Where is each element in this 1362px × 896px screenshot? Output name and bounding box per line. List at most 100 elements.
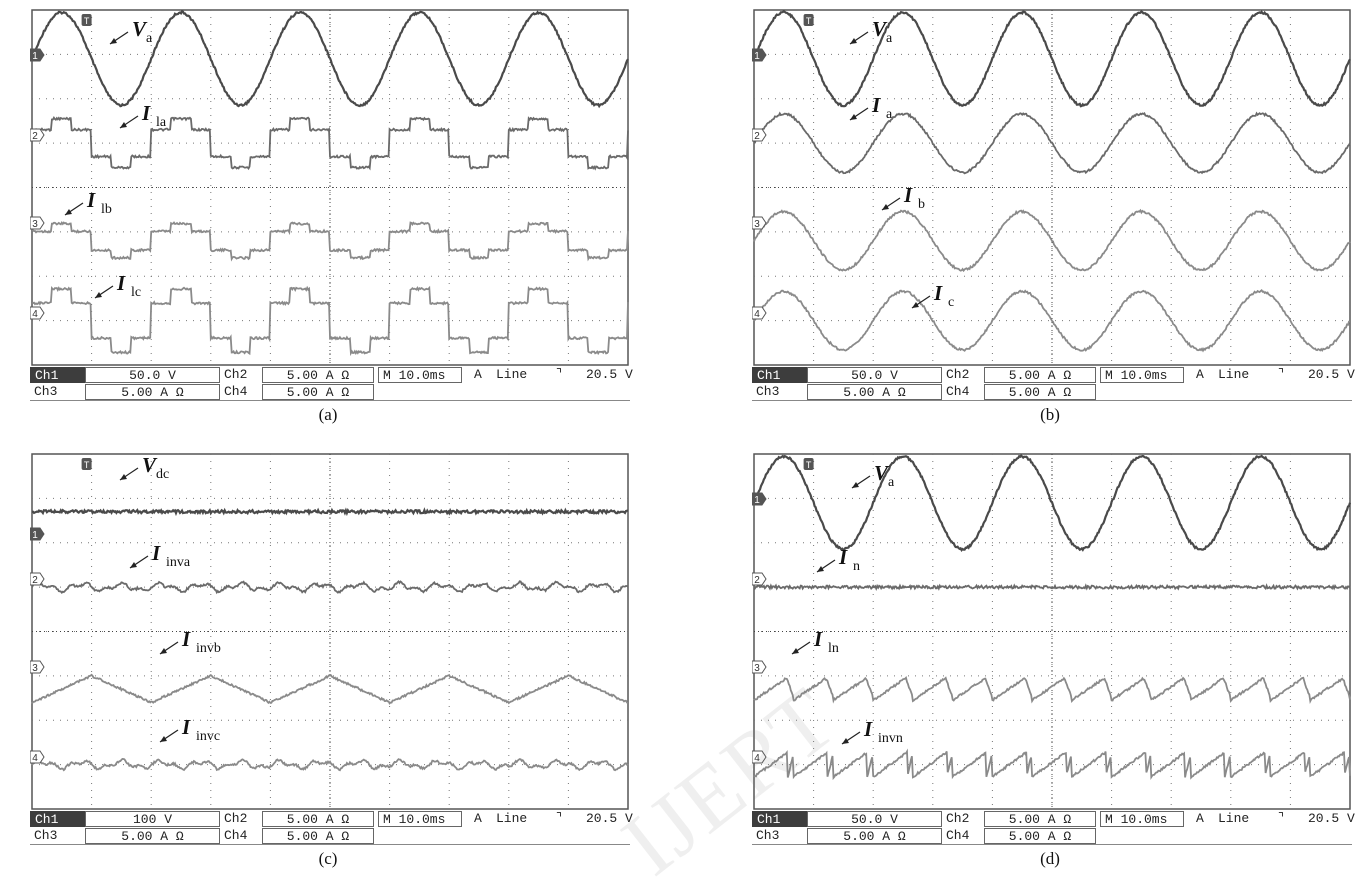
label-arrowhead	[882, 204, 889, 210]
label-symbol: I	[903, 183, 913, 207]
channel-marker-2: 2	[752, 572, 767, 586]
ch1-name: Ch1	[30, 367, 85, 383]
label-arrowhead	[850, 114, 857, 120]
ch1-scale: 50.0 V	[85, 367, 220, 383]
trigger-marker-icon: T	[81, 458, 92, 470]
label-subscript: invn	[878, 731, 903, 746]
status-divider	[752, 400, 1352, 401]
channel-marker-3: 3	[752, 660, 767, 674]
trace-vdc	[32, 507, 629, 517]
ch4-name: Ch4	[220, 828, 262, 844]
label-symbol: I	[116, 271, 126, 295]
panel-caption: (a)	[318, 405, 338, 424]
ch2-name: Ch2	[942, 811, 984, 827]
timebase-readout: M 10.0ms	[378, 367, 462, 383]
channel-marker-2: 2	[30, 128, 45, 142]
svg-text:4: 4	[32, 753, 38, 764]
ch2-name: Ch2	[220, 811, 262, 827]
trigger-slope-icon: ⌝	[1274, 811, 1304, 827]
trace-ilc	[31, 285, 629, 357]
trigger-marker-icon: T	[803, 14, 814, 26]
label-subscript: b	[918, 197, 925, 212]
ch4-scale: 5.00 A Ω	[984, 384, 1096, 400]
channel-marker-4: 4	[752, 306, 767, 320]
ch3-scale: 5.00 A Ω	[85, 828, 220, 844]
label-symbol: V	[872, 17, 888, 41]
label-symbol: V	[142, 453, 158, 477]
channel-marker-1: 1	[30, 527, 45, 541]
svg-text:1: 1	[754, 51, 760, 62]
label-subscript: a	[886, 31, 893, 46]
ch1-name: Ch1	[752, 367, 807, 383]
label-arrowhead	[912, 302, 919, 308]
ch1-scale: 50.0 V	[807, 367, 942, 383]
channel-marker-4: 4	[30, 306, 45, 320]
trace-ia	[753, 111, 1351, 175]
label-symbol: I	[838, 545, 848, 569]
trace-va	[752, 9, 1351, 108]
svg-text:1: 1	[754, 495, 760, 506]
svg-text:1: 1	[32, 530, 38, 541]
label-subscript: la	[156, 115, 167, 130]
label-symbol: I	[141, 101, 151, 125]
panel-caption: (c)	[318, 849, 338, 868]
trigger-source: Line	[1214, 811, 1274, 827]
label-arrowhead	[817, 566, 824, 572]
trigger-mode: A	[1192, 811, 1212, 827]
ch4-name: Ch4	[942, 384, 984, 400]
svg-text:T: T	[806, 16, 812, 26]
ch2-name: Ch2	[220, 367, 262, 383]
label-subscript: ln	[828, 641, 839, 656]
label-subscript: a	[886, 107, 893, 122]
label-symbol: I	[86, 188, 96, 212]
ch1-scale: 100 V	[85, 811, 220, 827]
trigger-level: 20.5 V	[582, 811, 633, 827]
trace-iinvn	[753, 748, 1351, 781]
status-divider	[30, 844, 630, 845]
ch4-scale: 5.00 A Ω	[984, 828, 1096, 844]
timebase-readout: M 10.0ms	[378, 811, 462, 827]
trigger-mode: A	[1192, 367, 1212, 383]
trace-in	[753, 583, 1351, 592]
ch3-name: Ch3	[30, 828, 85, 844]
trace-ic	[753, 289, 1350, 353]
trace-va	[31, 10, 629, 109]
panel-caption: (d)	[1040, 849, 1060, 868]
status-divider	[30, 400, 630, 401]
label-subscript: lb	[101, 202, 112, 217]
label-arrowhead	[110, 38, 117, 44]
label-subscript: lc	[131, 285, 141, 300]
timebase-readout: M 10.0ms	[1100, 811, 1184, 827]
label-symbol: I	[933, 281, 943, 305]
channel-marker-2: 2	[30, 572, 45, 586]
trigger-marker-icon: T	[803, 458, 814, 470]
trace-iinva	[31, 579, 629, 595]
svg-text:4: 4	[32, 309, 38, 320]
label-arrowhead	[120, 474, 127, 480]
label-arrowhead	[120, 122, 127, 128]
ch3-scale: 5.00 A Ω	[807, 384, 942, 400]
label-arrowhead	[95, 292, 102, 298]
label-arrowhead	[65, 209, 72, 215]
label-subscript: a	[888, 475, 895, 490]
ch3-name: Ch3	[752, 828, 807, 844]
svg-text:2: 2	[32, 131, 38, 142]
ch2-scale: 5.00 A Ω	[984, 367, 1096, 383]
label-arrowhead	[842, 738, 849, 744]
trigger-mode: A	[470, 367, 490, 383]
label-arrowhead	[850, 38, 857, 44]
label-arrowhead	[792, 648, 799, 654]
svg-text:T: T	[84, 16, 90, 26]
